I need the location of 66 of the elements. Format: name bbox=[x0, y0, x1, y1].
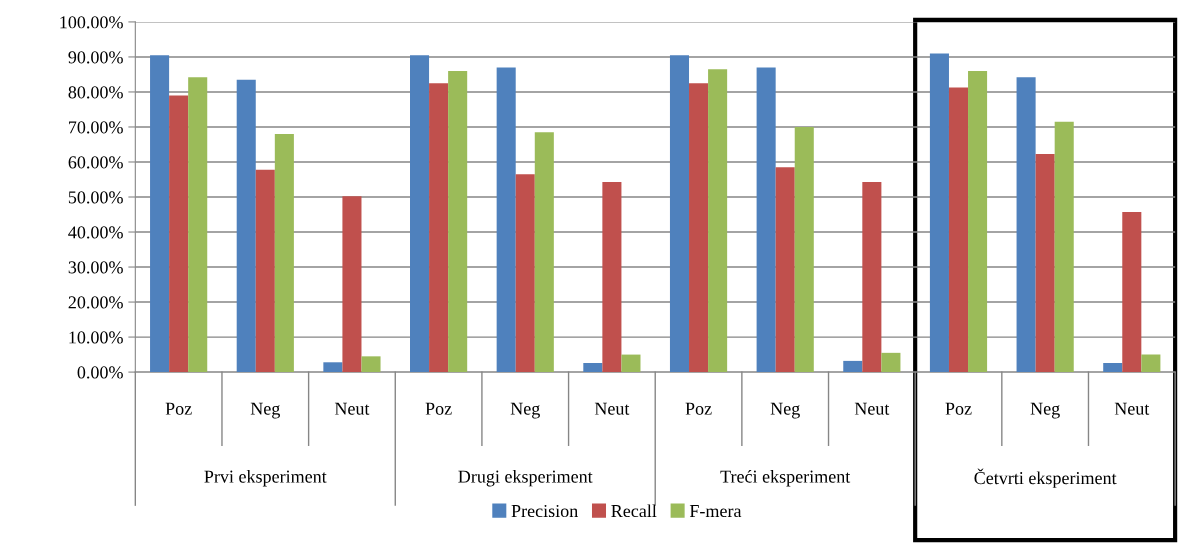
y-tick-label: 30.00% bbox=[68, 261, 123, 274]
bar bbox=[583, 362, 603, 373]
x-tick-label: Neut bbox=[1114, 402, 1150, 415]
x-tick-label: Poz bbox=[425, 402, 452, 415]
x-tick-label: Neut bbox=[854, 402, 890, 415]
y-tick-label: 80.00% bbox=[68, 86, 123, 99]
bar bbox=[881, 352, 901, 373]
y-tick-label: 10.00% bbox=[69, 331, 123, 344]
text: Prvi eksperiment bbox=[204, 470, 327, 487]
bar bbox=[169, 95, 189, 373]
y-tick-label: 90.00% bbox=[68, 51, 123, 64]
legend-label: Recall bbox=[611, 504, 657, 518]
legend-label: Precision bbox=[511, 504, 578, 518]
bar bbox=[496, 67, 516, 373]
bar bbox=[236, 79, 256, 373]
y-tick-label: 100.00% bbox=[60, 16, 123, 29]
bar bbox=[515, 174, 535, 373]
x-tick-label: Neg bbox=[250, 402, 280, 419]
bar bbox=[361, 356, 381, 373]
x-tick-label: Poz bbox=[945, 402, 972, 415]
bar bbox=[708, 69, 728, 373]
bar bbox=[342, 196, 362, 373]
bar bbox=[1141, 354, 1161, 373]
y-tick-label: 50.00% bbox=[68, 191, 123, 204]
bar bbox=[1103, 362, 1123, 373]
bar bbox=[1122, 212, 1142, 373]
bar bbox=[255, 169, 275, 373]
bar bbox=[534, 132, 554, 373]
bar bbox=[843, 360, 863, 373]
bar bbox=[602, 181, 622, 373]
x-tick-label: Poz bbox=[165, 402, 192, 415]
x-tick-label: Neut bbox=[334, 402, 370, 415]
bar bbox=[1016, 77, 1036, 373]
bar bbox=[775, 167, 795, 373]
bar bbox=[689, 83, 709, 373]
x-tick-label: Poz bbox=[685, 402, 712, 415]
bar bbox=[929, 53, 949, 373]
x-tick-label: Neg bbox=[1030, 402, 1060, 419]
legend-label: F-mera bbox=[689, 505, 742, 518]
y-tick-label: 60.00% bbox=[68, 156, 123, 169]
text: Četvrti eksperiment bbox=[974, 468, 1117, 488]
y-tick-label: 0.00% bbox=[77, 366, 123, 379]
y-tick-label: 20.00% bbox=[68, 296, 123, 309]
y-tick-label: 40.00% bbox=[68, 226, 123, 239]
text: Drugi eksperiment bbox=[458, 469, 593, 487]
bar bbox=[794, 126, 814, 373]
bar bbox=[1054, 121, 1074, 373]
bar bbox=[323, 362, 343, 373]
bar bbox=[756, 67, 776, 373]
bar bbox=[274, 133, 294, 373]
bar bbox=[669, 55, 690, 373]
bar bbox=[410, 55, 430, 373]
bar bbox=[862, 181, 882, 373]
bar bbox=[150, 55, 170, 373]
text: Treći eksperiment bbox=[720, 469, 851, 487]
bar bbox=[948, 87, 969, 373]
bar bbox=[188, 77, 208, 373]
bar bbox=[621, 354, 641, 373]
bar bbox=[448, 70, 468, 373]
y-tick-label: 70.00% bbox=[69, 121, 123, 134]
x-tick-label: Neut bbox=[594, 402, 630, 415]
bar bbox=[1035, 153, 1055, 373]
bar bbox=[429, 83, 449, 373]
x-tick-label: Neg bbox=[510, 402, 540, 419]
bar bbox=[968, 70, 988, 373]
x-tick-label: Neg bbox=[770, 402, 800, 419]
